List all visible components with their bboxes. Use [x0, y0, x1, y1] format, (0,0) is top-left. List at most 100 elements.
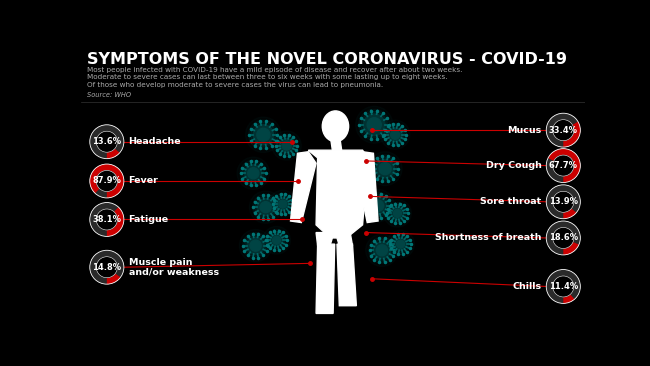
- Circle shape: [553, 120, 573, 140]
- Circle shape: [247, 237, 264, 254]
- Text: Mucus: Mucus: [508, 126, 541, 135]
- Wedge shape: [90, 202, 124, 236]
- Circle shape: [372, 200, 384, 211]
- Text: Sore throat: Sore throat: [480, 197, 541, 206]
- Circle shape: [370, 197, 387, 214]
- Text: Moderate to severe cases can last between three to six weeks with some lasting u: Moderate to severe cases can last betwee…: [88, 74, 448, 80]
- Circle shape: [257, 199, 274, 216]
- Ellipse shape: [322, 111, 348, 142]
- Circle shape: [373, 157, 396, 180]
- Circle shape: [275, 134, 298, 157]
- Wedge shape: [564, 209, 577, 219]
- Circle shape: [97, 132, 117, 152]
- Circle shape: [97, 171, 117, 191]
- Text: 11.4%: 11.4%: [549, 282, 578, 291]
- Wedge shape: [107, 207, 124, 236]
- Circle shape: [97, 209, 117, 229]
- Circle shape: [255, 197, 276, 218]
- Circle shape: [263, 227, 291, 254]
- Circle shape: [395, 238, 407, 250]
- Circle shape: [272, 236, 281, 244]
- Circle shape: [553, 276, 573, 296]
- Circle shape: [242, 163, 264, 184]
- Wedge shape: [548, 149, 580, 183]
- Wedge shape: [564, 242, 579, 255]
- Circle shape: [553, 192, 573, 212]
- Wedge shape: [90, 250, 124, 284]
- Wedge shape: [546, 113, 580, 147]
- Wedge shape: [546, 269, 580, 303]
- Circle shape: [250, 240, 261, 251]
- Circle shape: [260, 202, 271, 213]
- Circle shape: [373, 242, 391, 259]
- Circle shape: [379, 163, 391, 175]
- Circle shape: [253, 194, 279, 220]
- Text: Most people infected with COVID-19 have a mild episode of disease and recover af: Most people infected with COVID-19 have …: [88, 67, 463, 73]
- Circle shape: [240, 160, 266, 186]
- Circle shape: [250, 191, 282, 223]
- Wedge shape: [90, 125, 124, 158]
- Circle shape: [245, 165, 262, 182]
- Circle shape: [246, 117, 281, 153]
- Circle shape: [367, 118, 382, 132]
- Circle shape: [242, 232, 269, 259]
- Circle shape: [390, 234, 411, 255]
- Wedge shape: [90, 164, 124, 198]
- Circle shape: [376, 245, 387, 256]
- Circle shape: [387, 230, 415, 258]
- Circle shape: [249, 120, 278, 149]
- Circle shape: [386, 126, 404, 144]
- Circle shape: [363, 114, 385, 135]
- Text: Fever: Fever: [129, 176, 159, 186]
- Polygon shape: [337, 244, 356, 306]
- Circle shape: [553, 228, 573, 248]
- Circle shape: [371, 155, 399, 183]
- Circle shape: [257, 128, 270, 141]
- Circle shape: [387, 202, 408, 224]
- Circle shape: [276, 198, 289, 210]
- Circle shape: [391, 130, 400, 139]
- Circle shape: [391, 207, 404, 220]
- Circle shape: [272, 131, 302, 160]
- Wedge shape: [90, 164, 124, 198]
- Circle shape: [376, 160, 395, 178]
- Text: 38.1%: 38.1%: [92, 215, 122, 224]
- Text: 87.9%: 87.9%: [92, 176, 122, 186]
- Wedge shape: [564, 122, 580, 147]
- Wedge shape: [107, 273, 120, 284]
- Wedge shape: [546, 221, 580, 255]
- Text: Dry Cough: Dry Cough: [486, 161, 541, 170]
- Wedge shape: [546, 149, 580, 183]
- Wedge shape: [564, 294, 575, 303]
- Text: Of those who develop moderate to severe cases the virus can lead to pneumonia.: Of those who develop moderate to severe …: [88, 82, 384, 87]
- Circle shape: [282, 141, 291, 150]
- Circle shape: [266, 229, 287, 251]
- Text: 18.6%: 18.6%: [549, 234, 578, 242]
- Circle shape: [278, 136, 296, 155]
- Circle shape: [365, 193, 391, 219]
- Circle shape: [384, 199, 411, 227]
- Circle shape: [380, 120, 410, 149]
- Text: Headache: Headache: [129, 137, 181, 146]
- Circle shape: [356, 106, 393, 143]
- Circle shape: [393, 209, 402, 217]
- Circle shape: [251, 123, 276, 147]
- Text: Muscle pain
and/or weakness: Muscle pain and/or weakness: [129, 258, 218, 277]
- Text: 13.9%: 13.9%: [549, 197, 578, 206]
- Text: 33.4%: 33.4%: [549, 126, 578, 135]
- Text: Fatigue: Fatigue: [129, 215, 168, 224]
- Text: 13.6%: 13.6%: [92, 137, 122, 146]
- Circle shape: [366, 234, 398, 266]
- Wedge shape: [107, 149, 120, 158]
- Circle shape: [268, 232, 285, 249]
- Polygon shape: [331, 139, 342, 150]
- Circle shape: [396, 240, 404, 248]
- Polygon shape: [291, 152, 316, 223]
- Circle shape: [388, 128, 402, 142]
- Circle shape: [274, 195, 291, 213]
- Polygon shape: [308, 150, 368, 235]
- Circle shape: [368, 152, 402, 186]
- Circle shape: [367, 195, 389, 216]
- Circle shape: [384, 123, 407, 146]
- Circle shape: [553, 156, 573, 176]
